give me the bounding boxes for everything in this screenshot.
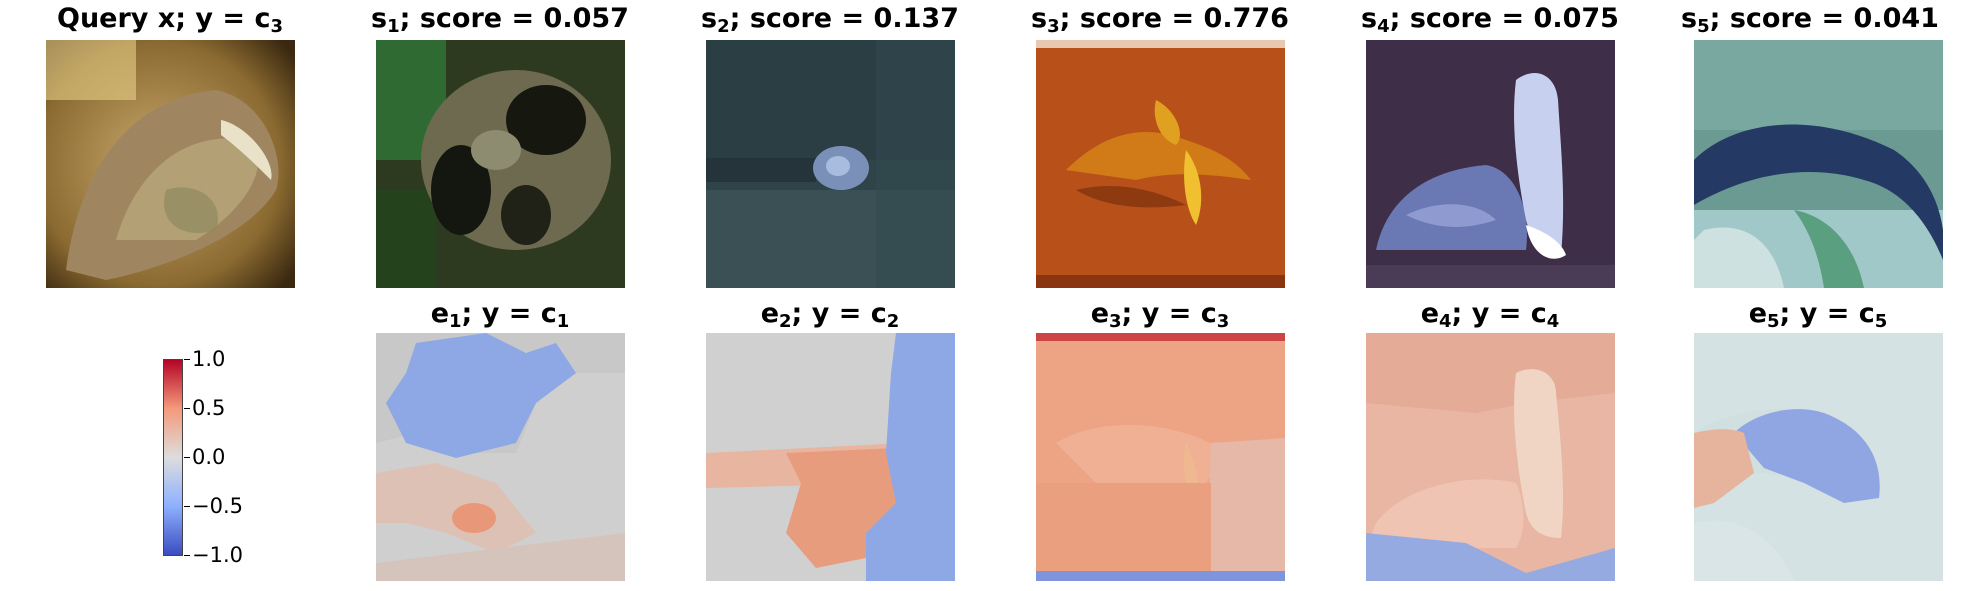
query-image (46, 40, 295, 288)
sample-image-3 (1036, 40, 1285, 288)
sample-title-5: s5; score = 0.041 (1681, 3, 1939, 38)
colorbar-tick-label: 0.5 (192, 396, 226, 420)
colorbar (163, 359, 183, 556)
sample-image-2 (706, 40, 955, 288)
colorbar-tick-mark (184, 506, 190, 507)
explanation-title-4: e4; y = c4 (1420, 298, 1560, 333)
sample-title-2: s2; score = 0.137 (701, 3, 959, 38)
explanation-title-5: e5; y = c5 (1748, 298, 1888, 333)
colorbar-tick-mark (184, 457, 190, 458)
explanation-title-1: e1; y = c1 (430, 298, 570, 333)
colorbar-tick-label: −0.5 (192, 494, 243, 518)
query-title: Query x; y = c3 (57, 3, 283, 38)
colorbar-tick-mark (184, 408, 190, 409)
sample-image-5 (1694, 40, 1943, 288)
colorbar-tick-label: 0.0 (192, 445, 226, 469)
explanation-map-3 (1036, 333, 1285, 581)
explanation-title-3: e3; y = c3 (1090, 298, 1230, 333)
sample-image-4 (1366, 40, 1615, 288)
colorbar-tick-label: −1.0 (192, 543, 243, 567)
explanation-title-2: e2; y = c2 (760, 298, 900, 333)
sample-title-1: s1; score = 0.057 (371, 3, 629, 38)
colorbar-tick-mark (184, 555, 190, 556)
colorbar-tick-mark (184, 359, 190, 360)
explanation-map-2 (706, 333, 955, 581)
explanation-map-4 (1366, 333, 1615, 581)
colorbar-tick-label: 1.0 (192, 347, 226, 371)
explanation-map-1 (376, 333, 625, 581)
sample-title-3: s3; score = 0.776 (1031, 3, 1289, 38)
sample-image-1 (376, 40, 625, 288)
sample-title-4: s4; score = 0.075 (1361, 3, 1619, 38)
explanation-map-5 (1694, 333, 1943, 581)
